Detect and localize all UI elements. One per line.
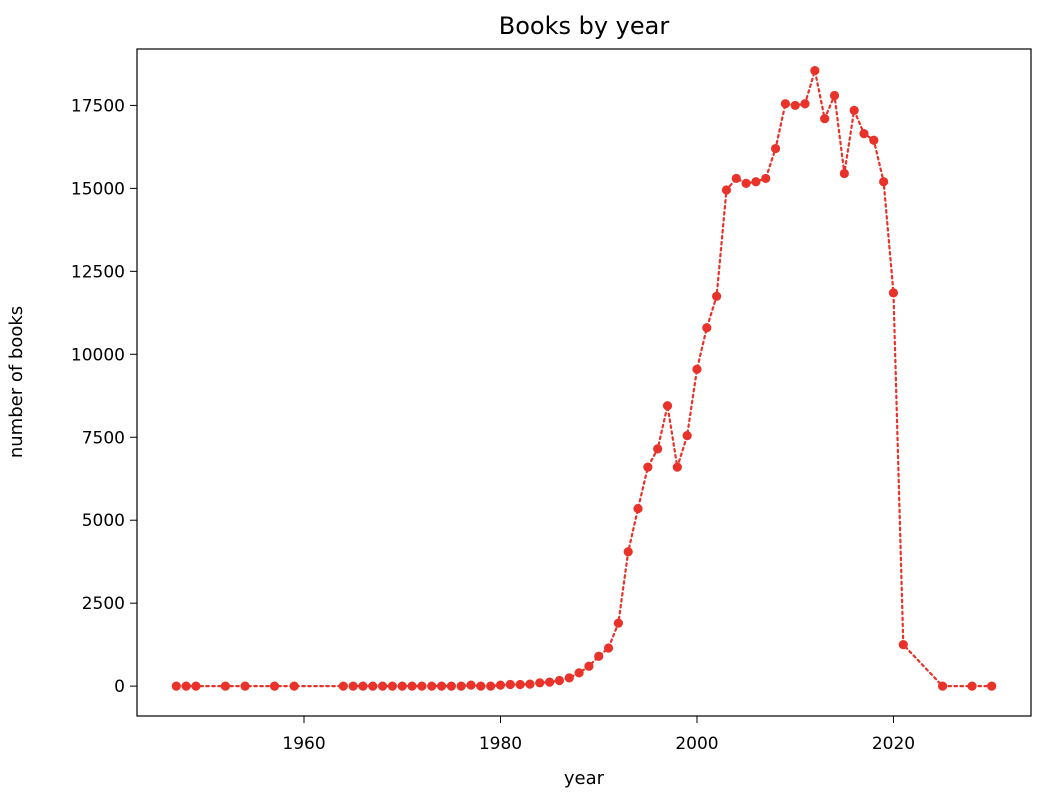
data-point bbox=[584, 661, 594, 671]
data-point bbox=[643, 462, 653, 472]
data-point bbox=[721, 185, 732, 195]
x-axis-title: year bbox=[564, 768, 605, 789]
y-axis-title: number of books bbox=[6, 306, 27, 458]
data-point bbox=[289, 681, 299, 691]
y-tick-label: 12500 bbox=[71, 262, 125, 282]
data-point bbox=[633, 503, 643, 514]
data-point bbox=[495, 680, 506, 690]
data-point bbox=[751, 177, 761, 187]
y-tick-label: 10000 bbox=[71, 345, 125, 365]
data-point bbox=[869, 135, 879, 145]
data-point bbox=[712, 291, 722, 301]
data-point bbox=[397, 681, 407, 691]
data-point bbox=[171, 681, 181, 691]
data-point bbox=[505, 679, 515, 690]
x-tick-label: 1960 bbox=[282, 734, 325, 754]
data-point bbox=[525, 679, 535, 689]
data-point bbox=[672, 462, 682, 472]
data-point bbox=[702, 323, 712, 333]
data-point bbox=[810, 65, 820, 76]
data-point bbox=[220, 681, 231, 691]
data-point bbox=[987, 681, 997, 691]
y-tick-label: 7500 bbox=[82, 428, 125, 448]
data-point bbox=[378, 681, 388, 691]
data-point bbox=[358, 681, 368, 691]
data-point bbox=[662, 401, 673, 411]
data-point bbox=[338, 681, 348, 691]
x-tick-label: 2020 bbox=[872, 734, 915, 754]
data-point bbox=[574, 668, 584, 678]
data-point bbox=[535, 678, 545, 688]
data-point bbox=[898, 640, 908, 650]
data-point bbox=[623, 547, 633, 557]
data-point bbox=[682, 430, 692, 441]
data-point bbox=[446, 681, 456, 691]
data-point bbox=[937, 681, 948, 691]
series-line bbox=[175, 70, 993, 688]
data-point bbox=[741, 178, 751, 188]
data-point bbox=[849, 105, 859, 115]
data-point bbox=[407, 681, 417, 691]
data-point bbox=[613, 618, 623, 628]
data-point bbox=[653, 444, 663, 454]
data-point bbox=[515, 679, 525, 690]
data-point bbox=[436, 681, 447, 691]
data-point bbox=[692, 364, 702, 374]
y-tick-label: 0 bbox=[114, 677, 125, 697]
data-point bbox=[181, 681, 191, 691]
data-point bbox=[191, 681, 201, 691]
data-point bbox=[839, 168, 849, 179]
chart-title: Books by year bbox=[499, 12, 670, 40]
data-point bbox=[603, 643, 614, 653]
x-tick-label: 2000 bbox=[675, 734, 718, 754]
data-point bbox=[417, 681, 427, 691]
data-point bbox=[820, 114, 830, 124]
data-point bbox=[387, 681, 398, 691]
data-point bbox=[427, 681, 437, 691]
data-point bbox=[879, 177, 889, 187]
series-layer bbox=[171, 65, 997, 691]
plot-frame bbox=[136, 48, 1032, 717]
data-point bbox=[564, 673, 574, 683]
data-point bbox=[967, 681, 977, 691]
data-point bbox=[770, 143, 781, 154]
data-point bbox=[486, 681, 496, 691]
x-axis-ticks: 1960 1980 2000 2020 bbox=[282, 716, 915, 754]
data-point bbox=[476, 681, 486, 691]
data-point bbox=[761, 173, 771, 184]
data-point bbox=[780, 99, 790, 109]
data-point bbox=[240, 681, 250, 691]
y-axis-ticks: 0 2500 5000 7500 10000 12500 15000 17500 bbox=[71, 96, 137, 697]
y-tick-label: 2500 bbox=[82, 594, 125, 614]
x-tick-label: 1980 bbox=[479, 734, 522, 754]
data-point bbox=[800, 99, 810, 109]
y-tick-label: 15000 bbox=[71, 179, 125, 199]
data-point bbox=[269, 681, 280, 691]
data-point bbox=[545, 677, 555, 687]
data-point bbox=[368, 681, 378, 691]
data-point bbox=[466, 680, 476, 690]
data-point bbox=[829, 90, 840, 101]
data-point bbox=[859, 129, 869, 139]
data-point bbox=[888, 288, 899, 298]
data-point bbox=[554, 675, 565, 686]
y-tick-label: 5000 bbox=[82, 511, 125, 531]
y-tick-label: 17500 bbox=[71, 96, 125, 116]
data-point bbox=[594, 651, 604, 661]
data-point bbox=[731, 173, 741, 184]
data-point bbox=[790, 100, 800, 111]
data-point bbox=[348, 681, 358, 691]
data-point bbox=[456, 681, 466, 691]
